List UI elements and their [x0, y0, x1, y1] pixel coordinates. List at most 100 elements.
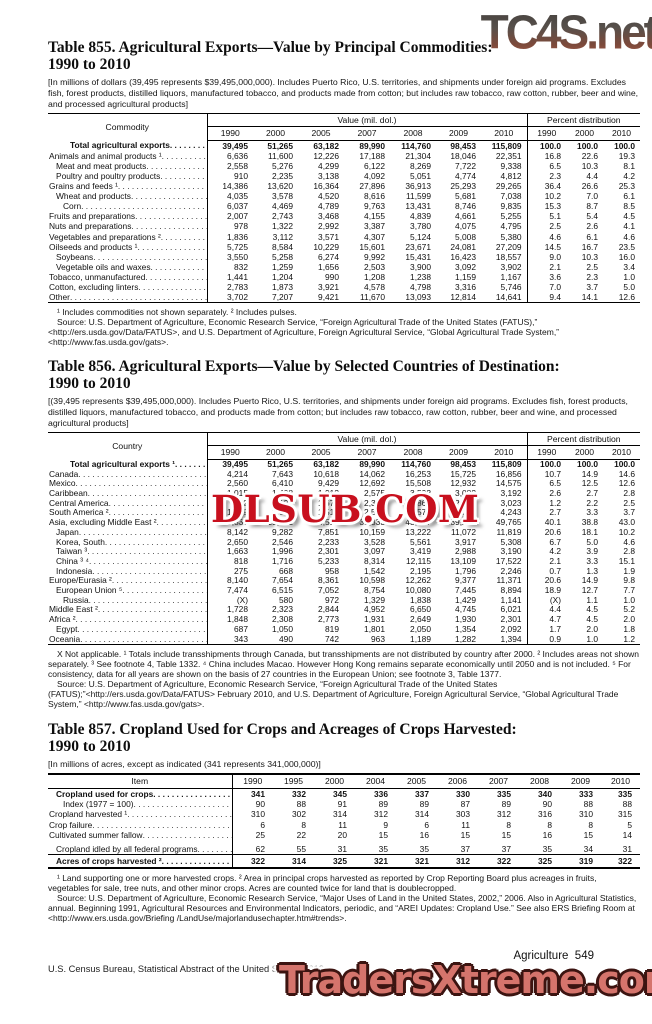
- value-cell: 1,394: [500, 634, 522, 644]
- row-label: Soybeans: [48, 252, 207, 262]
- dot-leader: [175, 460, 206, 470]
- row-label-text: China ³ ⁴: [56, 556, 89, 566]
- column-header-year: 2009: [560, 774, 601, 789]
- value-cell: 2,195: [410, 566, 431, 576]
- value-cell: 37: [501, 844, 511, 855]
- dot-leader: [118, 181, 207, 191]
- table-856-section: Table 856. Agricultural Exports—Value by…: [48, 358, 641, 709]
- value-cell: 10,159: [359, 527, 385, 537]
- percent-cell: 100.0: [614, 140, 636, 151]
- value-cell: 3,292: [455, 508, 476, 518]
- column-header-year: 2008: [390, 126, 436, 141]
- value-cell: 12,262: [405, 576, 431, 586]
- value-cell: 6,650: [410, 605, 431, 615]
- row-label: Japan: [48, 528, 207, 538]
- percent-cell: 14.5: [526, 241, 567, 252]
- value-cell: 275: [206, 566, 253, 577]
- dot-leader: [70, 292, 207, 302]
- percent-cell: 4.5: [623, 211, 636, 222]
- row-label-text: Grains and feeds ¹: [49, 181, 118, 192]
- value-cell: 89: [419, 799, 429, 809]
- value-cell: 4,812: [500, 171, 522, 181]
- table-857-footnote: ¹ Land supporting one or more harvested …: [48, 872, 597, 893]
- value-cell: 3,528: [364, 537, 385, 547]
- percent-cell: 0.7: [526, 566, 567, 577]
- row-label-text: Tobacco, unmanufactured: [49, 271, 146, 282]
- table-855-title: Table 855. Agricultural Exports—Value by…: [48, 39, 640, 73]
- table-row: Cropland used for crops 341 332 345 336 337 33…: [48, 788, 640, 799]
- value-cell: 11,670: [360, 292, 385, 303]
- value-cell: 4,243: [500, 508, 522, 518]
- value-cell: 310: [231, 809, 273, 820]
- value-cell: 6,037: [206, 201, 253, 212]
- value-cell: 7,445: [455, 586, 476, 596]
- percent-cell: 1.9: [623, 566, 636, 576]
- percent-cell: 1.2: [623, 634, 636, 644]
- table-row: Index (1977 = 100) 90 88 91 89 89 87 89 90 88 88: [48, 799, 640, 810]
- value-cell: 910: [206, 171, 253, 182]
- row-label-text: Korea, South: [56, 537, 105, 547]
- value-cell: 1,050: [272, 624, 293, 634]
- row-label: Total agricultural exports: [48, 140, 207, 151]
- percent-cell: 6.1: [586, 231, 599, 242]
- value-cell: 2,862: [410, 498, 431, 508]
- row-label-text: Crop failure: [49, 819, 93, 830]
- value-cell: 972: [325, 595, 339, 605]
- value-cell: 3,316: [455, 282, 476, 293]
- value-cell: 23,671: [405, 241, 431, 252]
- value-cell: 1,796: [455, 566, 476, 576]
- header-group-row: Country Value (mil. dol.) Percent distribu…: [48, 432, 641, 451]
- value-cell: 4,075: [455, 221, 476, 232]
- row-label: Oilseeds and products ¹: [48, 242, 207, 252]
- value-cell: 15: [460, 829, 470, 840]
- value-cell: 2,503: [364, 261, 385, 272]
- value-cell: 333: [579, 788, 593, 799]
- dot-leader: [151, 262, 207, 272]
- value-cell: 742: [325, 634, 339, 644]
- value-cell: 3,917: [455, 537, 476, 547]
- table-row: Other 3,702 7,207 9,421 11,670 13,093 12,814 14…: [48, 292, 640, 303]
- row-label: Indonesia: [48, 567, 207, 577]
- column-header-year: 2005: [298, 126, 344, 141]
- row-label: Other: [48, 292, 207, 303]
- value-cell: 8,361: [318, 576, 339, 586]
- percent-cell: 4.5: [586, 605, 599, 615]
- value-cell: 31: [337, 844, 347, 855]
- dot-leader: [80, 635, 206, 645]
- value-cell: 2,235: [272, 171, 293, 181]
- percent-cell: 2.1: [526, 556, 567, 567]
- value-cell: 310: [579, 809, 593, 820]
- value-cell: 6: [231, 819, 273, 830]
- percent-cell: 3.7: [623, 508, 636, 518]
- value-cell: 35: [378, 844, 388, 855]
- column-header-year: 2006: [437, 774, 478, 789]
- percent-cell: 9.8: [623, 576, 636, 586]
- value-cell: 8,754: [364, 586, 385, 596]
- percent-cell: 12.5: [581, 479, 599, 489]
- row-label: Nuts and preparations: [48, 221, 207, 231]
- value-cell: 1,441: [206, 271, 253, 283]
- column-header-year: 2007: [344, 126, 390, 141]
- value-cell: 1,516: [318, 508, 339, 518]
- percent-cell: 3.3: [586, 508, 599, 518]
- value-cell: 2,533: [455, 498, 476, 508]
- percent-cell: 16.0: [618, 251, 636, 262]
- value-cell: 312: [437, 854, 478, 868]
- watermark-tc4s: TC4S.net: [481, 4, 652, 60]
- row-label-text: Cropland idled by all federal programs: [56, 844, 198, 855]
- value-cell: 3,902: [500, 261, 522, 272]
- dot-leader: [79, 528, 207, 538]
- percent-cell: 7.7: [623, 586, 636, 596]
- value-cell: 336: [374, 788, 388, 799]
- dot-leader: [77, 625, 206, 635]
- value-cell: 114,760: [401, 140, 431, 151]
- row-label: Oceania: [48, 635, 207, 645]
- row-label: Tobacco, unmanufactured: [48, 272, 207, 282]
- value-cell: 51,265: [267, 459, 293, 469]
- dot-leader: [89, 596, 207, 606]
- value-cell: 88: [583, 799, 593, 809]
- table-row: Meat and meat products 2,558 5,276 4,299 6,1…: [48, 160, 640, 171]
- value-cell: 6,410: [272, 479, 293, 489]
- row-label-text: Total agricultural exports: [70, 140, 170, 151]
- row-label-text: Mexico: [49, 479, 76, 489]
